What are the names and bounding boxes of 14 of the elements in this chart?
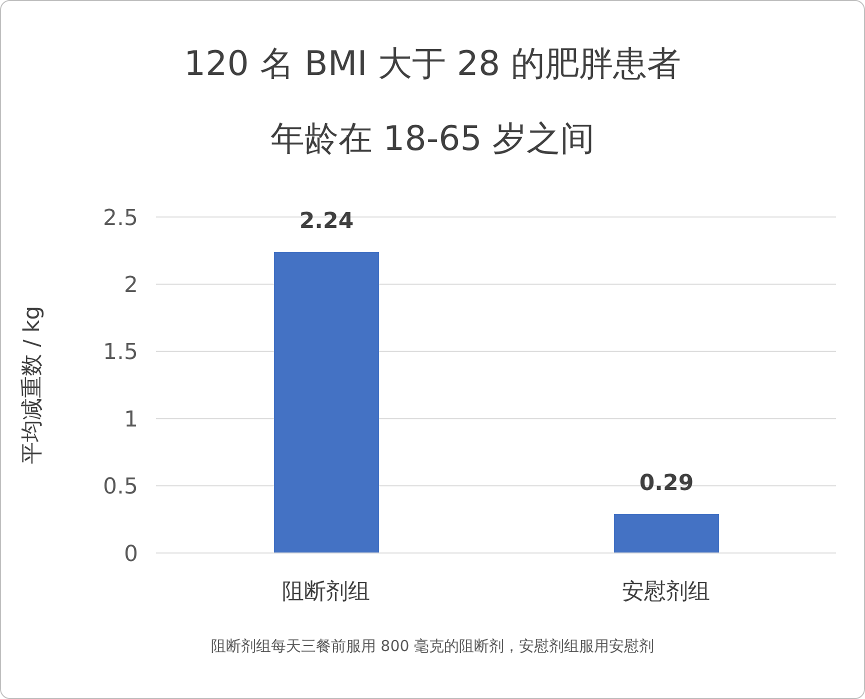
text: 阻断剂组每天三餐前服用 800 毫克的阻断剂，安慰剂组服用安慰剂 (210, 637, 656, 656)
x-tick-label: 阻断剂组 (282, 580, 370, 605)
y-tick-label: 1 (124, 407, 138, 432)
chart-subtitle: 年龄在 18-65 岁之间 (269, 118, 596, 161)
y-tick-label: 0 (124, 542, 138, 567)
y-axis-title: 平均减重数 / kg (20, 306, 45, 464)
chart-title: 120 名 BMI 大于 28 的肥胖患者 (183, 43, 682, 86)
x-tick-label: 安慰剂组 (622, 580, 710, 605)
y-tick-label: 0.5 (103, 474, 138, 500)
y-tick-label: 1.5 (103, 340, 138, 366)
data-label: 0.29 (639, 471, 694, 496)
data-label: 2.24 (299, 208, 354, 234)
y-tick-label: 2.5 (103, 206, 138, 231)
y-tick-label: 2 (124, 273, 138, 298)
